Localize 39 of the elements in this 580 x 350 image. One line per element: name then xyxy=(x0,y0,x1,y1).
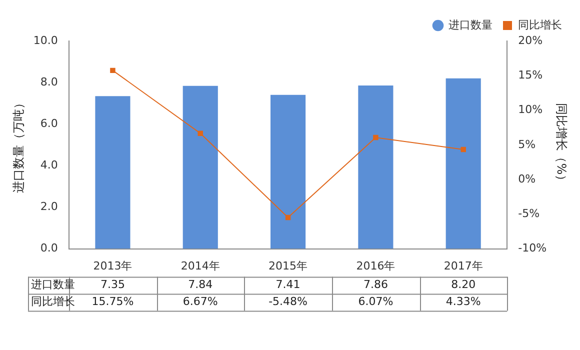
data-label: 7.84 xyxy=(188,278,213,292)
point xyxy=(198,130,203,136)
y2-tick-label: -5% xyxy=(518,207,540,220)
y-tick-label: 10.0 xyxy=(33,34,58,47)
x-tick-label: 2014年 xyxy=(180,259,220,272)
data-label: -5.48% xyxy=(268,295,308,308)
data-label: 7.86 xyxy=(363,278,388,292)
y-tick-label: 2.0 xyxy=(40,200,58,214)
text: 进口数量 xyxy=(31,278,75,292)
y-tick-label: 0.0 xyxy=(40,242,58,255)
data-label: 4.33% xyxy=(446,295,481,308)
x-tick-label: 2013年 xyxy=(93,259,132,272)
y2-tick-label: 0% xyxy=(518,172,536,186)
y2-tick-label: 20% xyxy=(518,34,543,47)
point xyxy=(460,146,466,152)
x-tick-label: 2015年 xyxy=(268,259,308,272)
y-tick-label: 4.0 xyxy=(40,158,58,172)
x-tick-label: 2016年 xyxy=(356,259,396,272)
y2-tick-label: 10% xyxy=(518,103,543,116)
data-label: 6.07% xyxy=(358,295,394,308)
data-label: 7.41 xyxy=(276,278,300,292)
y2-tick-label: -10% xyxy=(518,242,547,255)
point xyxy=(285,214,291,220)
y-tick-label: 6.0 xyxy=(40,116,58,130)
point xyxy=(373,134,378,140)
legend-label: 进口数量 xyxy=(448,18,492,32)
data-label: 7.35 xyxy=(100,278,125,292)
y2-axis-title: 同比增长（%） xyxy=(554,103,569,187)
legend-label: 同比增长 xyxy=(518,18,562,32)
y2-tick-label: 5% xyxy=(518,138,536,151)
y2-tick-label: 15% xyxy=(518,68,543,82)
point xyxy=(110,68,116,74)
data-label: 6.67% xyxy=(182,295,218,308)
data-label: 15.75% xyxy=(92,295,134,308)
y-axis-title: 进口数量（万吨） xyxy=(11,96,26,193)
x-tick-label: 2017年 xyxy=(444,259,483,272)
y-tick-label: 8.0 xyxy=(40,75,58,88)
data-label: 8.20 xyxy=(451,278,476,292)
text: 同比增长 xyxy=(31,295,75,308)
